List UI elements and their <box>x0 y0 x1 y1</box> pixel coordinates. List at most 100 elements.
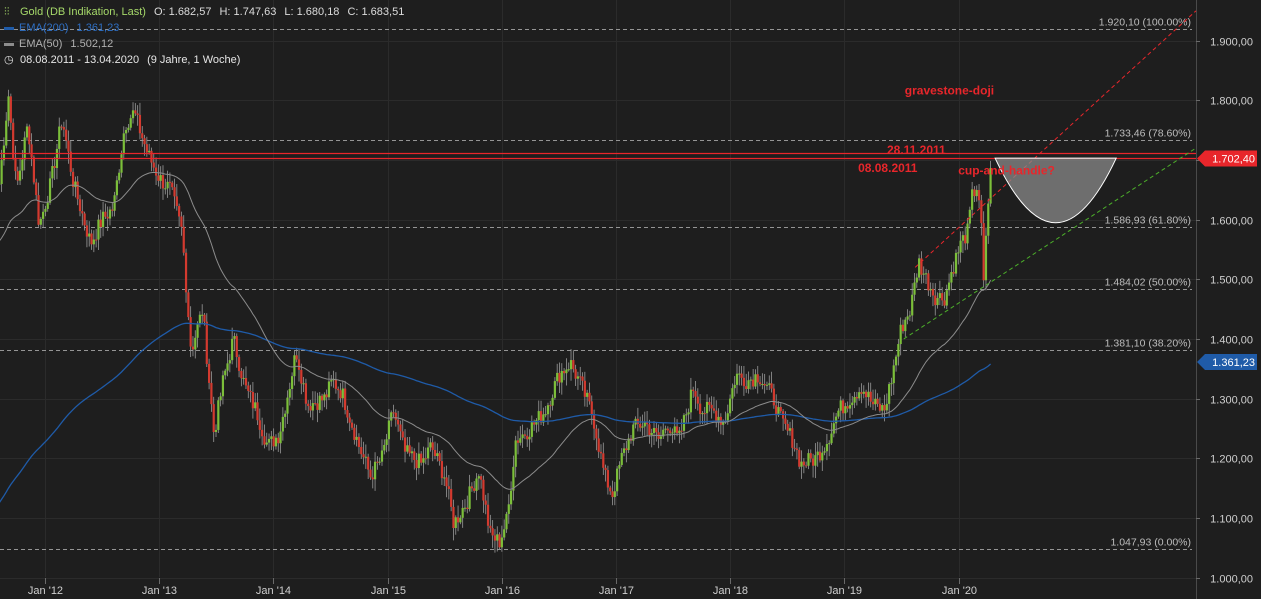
candle-body <box>152 162 155 168</box>
candle-body <box>219 396 222 401</box>
candle-body <box>429 442 432 448</box>
candle-body <box>12 122 15 158</box>
candle-body <box>966 223 969 244</box>
candle-body <box>558 372 561 383</box>
candle-body <box>390 412 393 421</box>
candle-body <box>867 391 870 398</box>
annotation-label: 08.08.2011 <box>858 161 918 175</box>
candle-body <box>537 411 540 421</box>
candle-body <box>247 385 250 391</box>
candle-body <box>445 477 448 487</box>
candle-body <box>166 181 169 189</box>
candle-body <box>881 405 884 411</box>
candle-body <box>187 292 190 318</box>
candle-body <box>848 405 852 409</box>
candle-body <box>563 371 566 374</box>
x-tick-label: Jan '18 <box>713 585 748 597</box>
candle-body <box>360 447 363 455</box>
candle-body <box>480 476 483 480</box>
candle-body <box>459 517 462 523</box>
candle-body <box>947 282 951 291</box>
candle-body <box>380 450 384 462</box>
candle-body <box>5 120 8 146</box>
support-trendline <box>903 147 1197 340</box>
candle-body <box>749 379 752 381</box>
candle-body <box>927 273 930 291</box>
candle-body <box>871 401 875 405</box>
candle-body <box>60 126 63 128</box>
candle-body <box>115 180 118 196</box>
candle-body <box>618 464 621 469</box>
candles-icon: ⫶⫶ <box>4 6 10 18</box>
price-marker <box>1197 150 1257 167</box>
price-marker-label: 1.361,23 <box>1212 357 1255 369</box>
candle-body <box>650 432 653 435</box>
candle-body <box>576 376 580 379</box>
candle-body <box>486 504 490 526</box>
candle-body <box>417 453 420 469</box>
candle-body <box>25 126 29 138</box>
candle-body <box>378 461 381 463</box>
candle-body <box>770 383 773 389</box>
y-tick-label: 1.900,00 <box>1210 37 1253 49</box>
candle-body <box>620 452 623 465</box>
candle-body <box>592 414 596 429</box>
candle-body <box>839 400 842 411</box>
x-tick-label: Jan '13 <box>142 585 177 597</box>
candle-body <box>314 403 317 405</box>
candle-body <box>717 416 720 422</box>
legend-ema50[interactable]: EMA(50) 1.502,12 <box>4 36 404 52</box>
candle-body <box>791 428 794 448</box>
candle-body <box>645 421 649 425</box>
candle-body <box>735 373 739 385</box>
candle-body <box>911 294 914 316</box>
candle-body <box>888 384 891 404</box>
candle-body <box>125 129 128 134</box>
candle-body <box>786 423 789 431</box>
candle-body <box>641 426 644 428</box>
candle-body <box>228 360 231 364</box>
candle-body <box>984 235 988 281</box>
x-tick-label: Jan '12 <box>28 585 63 597</box>
candle-body <box>579 376 582 378</box>
candle-body <box>399 424 402 432</box>
candle-body <box>443 477 446 479</box>
candle-body <box>758 382 762 385</box>
y-axis-background <box>1196 0 1261 599</box>
candle-body <box>35 182 38 196</box>
candle-body <box>263 436 266 445</box>
legend-high: H: 1.747,63 <box>219 6 277 18</box>
candle-body <box>832 423 835 434</box>
candle-body <box>544 414 547 416</box>
candle-body <box>413 451 416 460</box>
candle-body <box>297 359 301 370</box>
candle-body <box>551 397 554 406</box>
candle-body <box>392 412 395 414</box>
candle-body <box>632 424 635 441</box>
candle-body <box>846 406 849 409</box>
fib-level-label: 1.733,46 (78.60%) <box>1105 128 1191 140</box>
candle-body <box>138 114 142 134</box>
candle-body <box>184 252 188 293</box>
candle-body <box>664 428 667 430</box>
candle-body <box>604 467 607 471</box>
candle-body <box>862 391 865 394</box>
candle-body <box>666 428 669 431</box>
candle-body <box>376 461 379 463</box>
legend-ema200[interactable]: EMA(200) 1.361,23 <box>4 20 404 36</box>
candle-body <box>763 383 766 386</box>
candle-body <box>802 461 805 466</box>
candle-body <box>410 451 414 454</box>
candle-body <box>756 374 759 383</box>
candle-body <box>599 451 603 454</box>
candle-body <box>519 438 522 443</box>
ema200-label: EMA(200) <box>19 22 69 34</box>
candle-body <box>671 432 674 434</box>
candle-body <box>841 400 845 414</box>
candle-body <box>811 458 815 466</box>
candle-body <box>625 448 628 451</box>
candle-body <box>28 126 31 145</box>
candle-body <box>203 314 206 322</box>
ema50-line <box>0 171 992 490</box>
candle-body <box>346 410 349 418</box>
